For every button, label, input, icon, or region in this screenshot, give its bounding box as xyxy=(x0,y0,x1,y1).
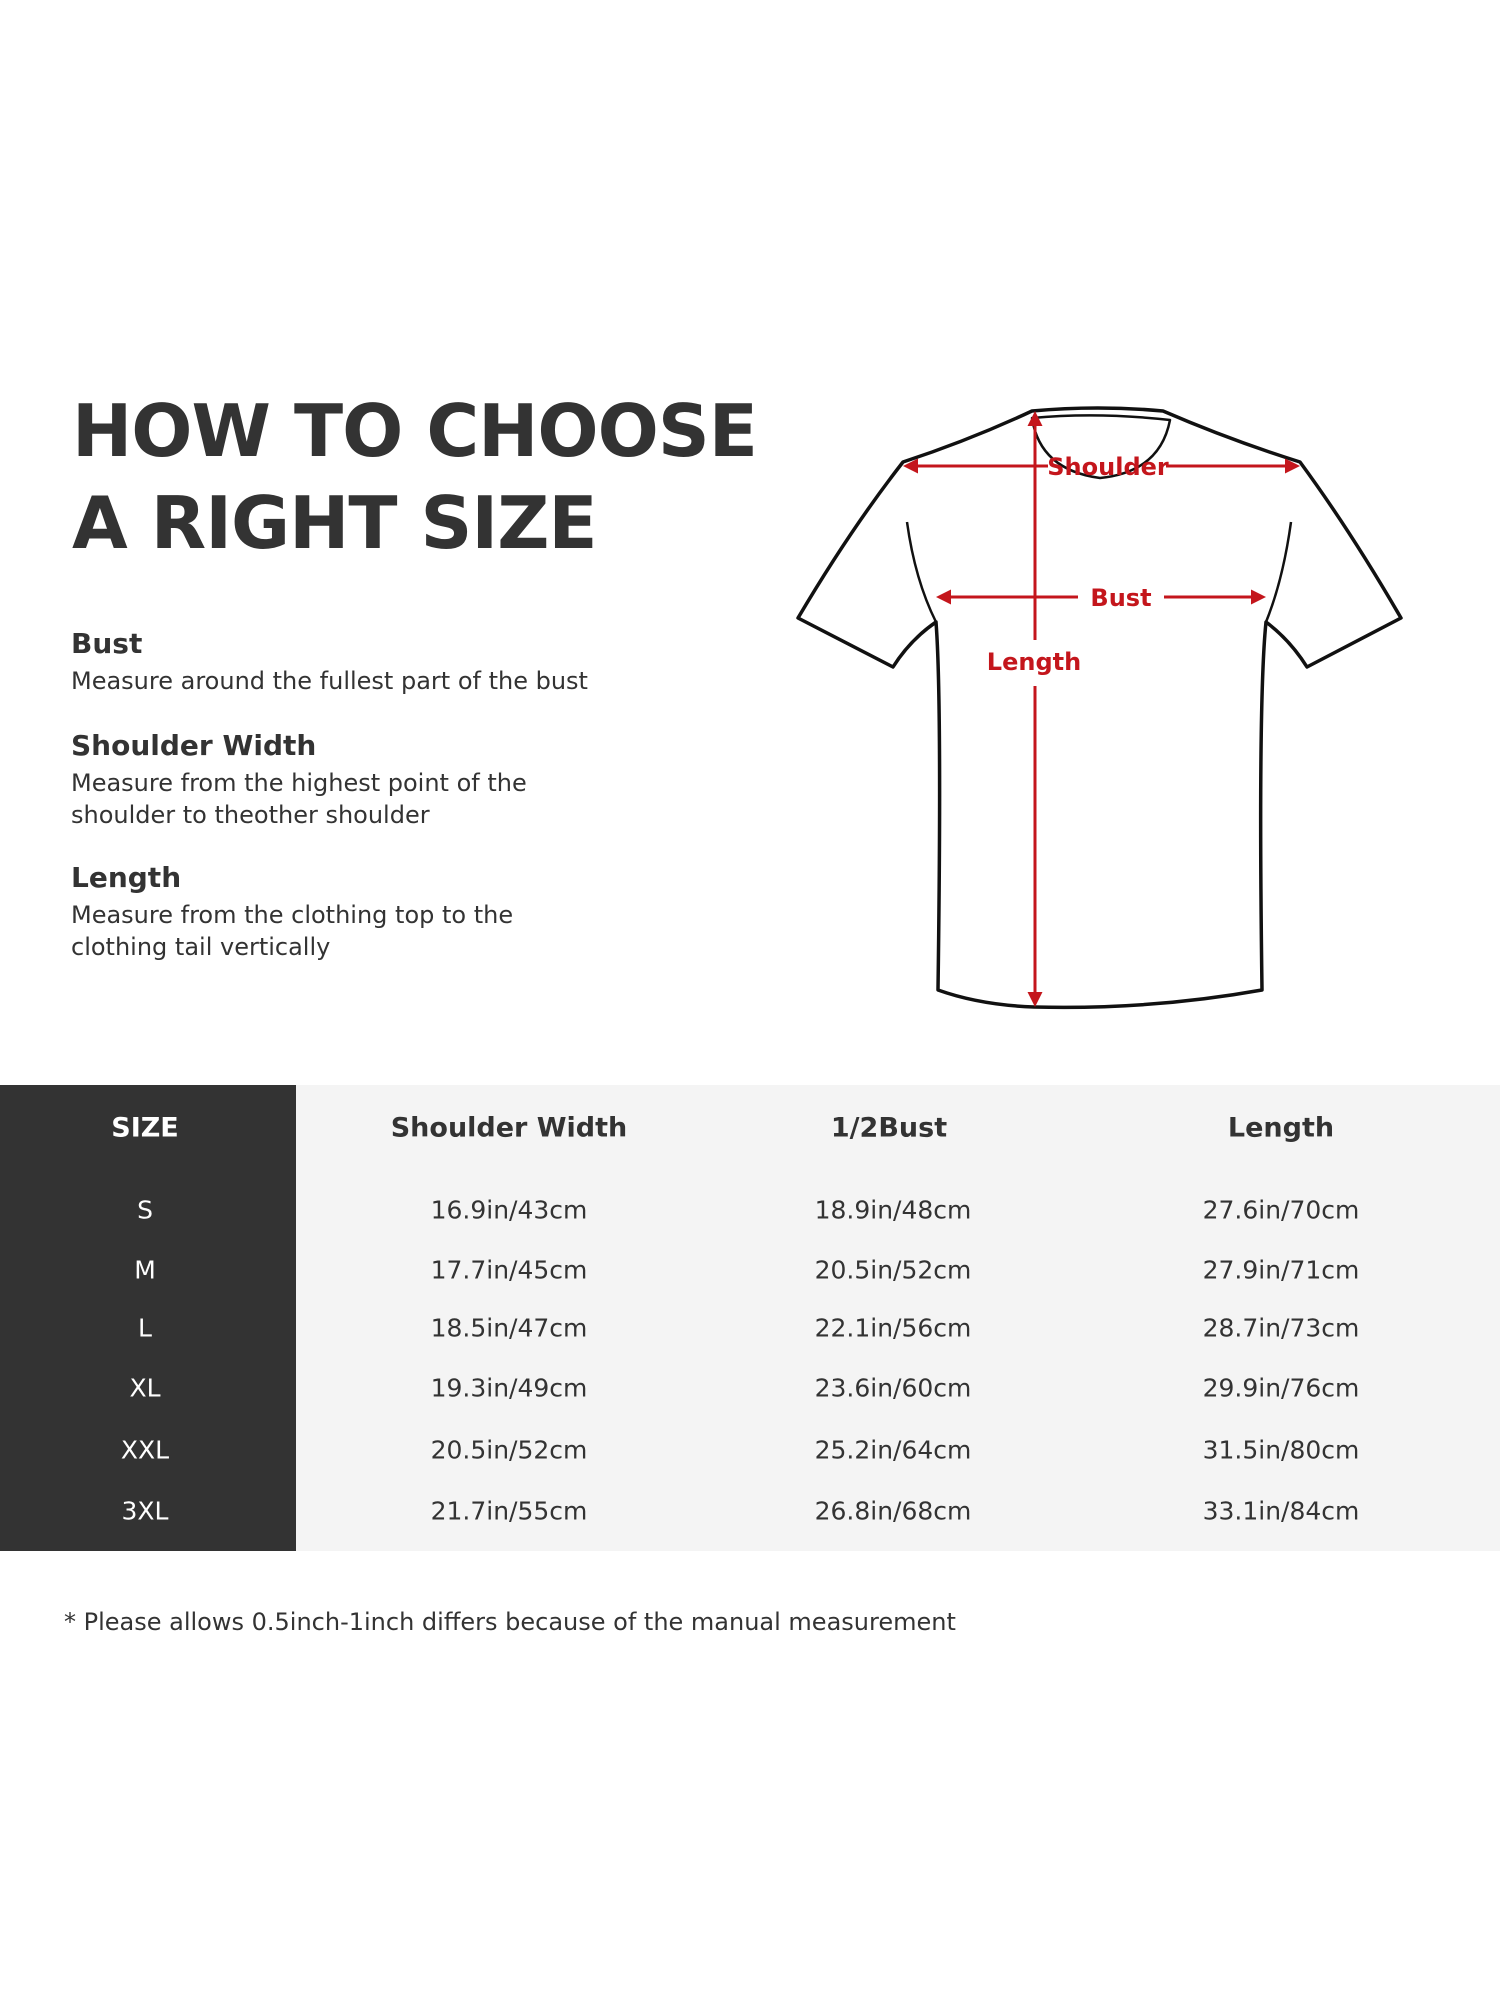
guide-desc: Measure from the clothing top to the clot… xyxy=(71,899,691,963)
bust-cell: 20.5in/52cm xyxy=(814,1255,972,1285)
header-shoulder-width: Shoulder Width xyxy=(390,1112,628,1144)
bust-cell: 25.2in/64cm xyxy=(814,1435,972,1465)
length-cell: 29.9in/76cm xyxy=(1202,1373,1360,1403)
length-cell: 33.1in/84cm xyxy=(1202,1496,1360,1526)
guide-desc-line: Measure around the fullest part of the b… xyxy=(71,667,588,695)
shoulder-cell: 18.5in/47cm xyxy=(430,1313,588,1343)
size-cell: M xyxy=(134,1255,156,1285)
header-length: Length xyxy=(1227,1112,1335,1144)
shoulder-cell: 17.7in/45cm xyxy=(430,1255,588,1285)
shoulder-label: Shoulder xyxy=(1047,453,1169,481)
guide-length: Length Measure from the clothing top to … xyxy=(71,861,691,963)
footnote: * Please allows 0.5inch-1inch differs be… xyxy=(64,1608,956,1636)
header-half-bust: 1/2Bust xyxy=(830,1112,948,1144)
bust-cell: 18.9in/48cm xyxy=(814,1195,972,1225)
bust-label: Bust xyxy=(1090,584,1151,612)
guide-heading: Length xyxy=(71,861,182,894)
guide-desc-line: shoulder to theother shoulder xyxy=(71,801,430,829)
length-label: Length xyxy=(987,648,1081,676)
length-cell: 27.6in/70cm xyxy=(1202,1195,1360,1225)
size-cell: S xyxy=(137,1195,153,1225)
bust-cell: 26.8in/68cm xyxy=(814,1496,972,1526)
guide-desc: Measure from the highest point of the sho… xyxy=(71,767,691,831)
size-cell: XXL xyxy=(120,1435,170,1465)
bust-cell: 23.6in/60cm xyxy=(814,1373,972,1403)
length-cell: 28.7in/73cm xyxy=(1202,1313,1360,1343)
size-cell: L xyxy=(138,1313,152,1343)
t-shirt-diagram: Shoulder Bust Length xyxy=(796,406,1403,1010)
guide-bust: Bust Measure around the fullest part of … xyxy=(71,627,691,697)
page-title: HOW TO CHOOSE A RIGHT SIZE xyxy=(72,385,758,569)
shoulder-cell: 16.9in/43cm xyxy=(430,1195,588,1225)
size-table: SIZE S M L XL XXL 3XL Shoulder Width 1/2… xyxy=(0,1085,1500,1551)
size-cell: 3XL xyxy=(121,1496,169,1526)
title-line-1: HOW TO CHOOSE xyxy=(72,389,758,473)
length-cell: 31.5in/80cm xyxy=(1202,1435,1360,1465)
guide-heading: Shoulder Width xyxy=(71,729,317,762)
bust-cell: 22.1in/56cm xyxy=(814,1313,972,1343)
guide-desc-line: Measure from the clothing top to the xyxy=(71,901,514,929)
t-shirt-outline-icon xyxy=(796,406,1403,1010)
size-cell: XL xyxy=(129,1373,161,1403)
shoulder-cell: 20.5in/52cm xyxy=(430,1435,588,1465)
guide-heading: Bust xyxy=(71,627,143,660)
header-size: SIZE xyxy=(111,1112,179,1144)
length-cell: 27.9in/71cm xyxy=(1202,1255,1360,1285)
shoulder-cell: 19.3in/49cm xyxy=(430,1373,588,1403)
size-column: SIZE S M L XL XXL 3XL xyxy=(0,1085,296,1551)
guide-desc: Measure around the fullest part of the b… xyxy=(71,665,691,697)
shoulder-cell: 21.7in/55cm xyxy=(430,1496,588,1526)
title-line-2: A RIGHT SIZE xyxy=(72,481,598,565)
measurement-arrows xyxy=(903,411,1300,1007)
guide-desc-line: Measure from the highest point of the xyxy=(71,769,527,797)
guide-desc-line: clothing tail vertically xyxy=(71,933,331,961)
guide-shoulder-width: Shoulder Width Measure from the highest … xyxy=(71,729,691,831)
